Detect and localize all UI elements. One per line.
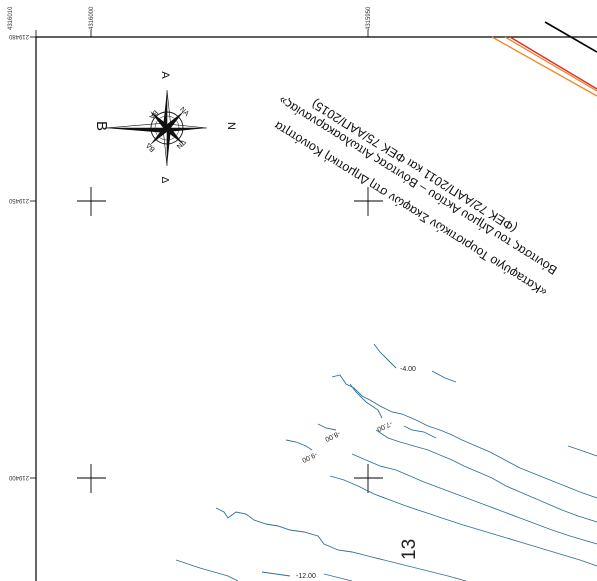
project-title: «Κατaφύγιο Τουριστικών Σκαφών στη Δημοτι…	[272, 93, 560, 299]
contour-8b	[375, 429, 597, 523]
contour-9	[285, 439, 313, 451]
contour-11	[215, 507, 467, 581]
contour-label-7: -7.00	[376, 419, 394, 432]
coord-left-219480: 219480	[8, 33, 29, 39]
boundary-line-orange	[504, 36, 597, 92]
contour-shore	[567, 445, 597, 457]
contour-12	[175, 559, 239, 581]
compass-letter-east: N	[225, 122, 237, 130]
contour-label-8: -8.00	[324, 429, 342, 442]
boundary-line-black	[544, 21, 597, 53]
project-title-line-2: Βόνιτσας του Δήμου Ακτίου – Βόνιτσας Αιτ…	[276, 93, 560, 277]
boundary-lines	[491, 21, 597, 97]
contour-label-9: -9.00	[301, 450, 319, 463]
sheet-number: 13	[399, 539, 420, 560]
grid-cross-4	[354, 464, 383, 493]
coord-left-219400: 219400	[8, 474, 29, 480]
compass-letter-nd: ΝΔ	[176, 139, 188, 151]
contour-10	[329, 475, 597, 567]
bathymetric-contours	[175, 343, 597, 581]
contour-7b	[403, 425, 437, 439]
compass-letter-na: ΝΑ	[178, 106, 190, 118]
contour-5	[331, 374, 597, 499]
contour-4b	[431, 370, 457, 383]
compass-letter-south: Δ	[159, 177, 170, 184]
coord-top-4316000: 4316000	[89, 6, 95, 30]
contour-9b	[351, 453, 597, 545]
boundary-line-orange-outer	[491, 36, 597, 97]
coord-top-4316010: 4316010	[8, 6, 14, 30]
compass-letter-bd: ΒΔ	[145, 141, 157, 153]
contour-4	[373, 343, 397, 369]
contour-label-12: -12.00	[296, 573, 316, 580]
contour-8	[317, 423, 337, 431]
grid-cross-2	[354, 187, 383, 216]
project-title-line-1: «Κατaφύγιο Τουριστικών Σκαφών στη Δημοτι…	[272, 118, 550, 299]
contour-label-4: -4.00	[400, 366, 416, 373]
contour-12c	[323, 573, 353, 581]
compass-rose	[104, 89, 208, 167]
contour-7	[349, 383, 383, 419]
grid-cross-1	[77, 187, 106, 216]
coord-top-4315950: 4315950	[366, 6, 372, 30]
grid-cross-3	[77, 464, 106, 493]
compass-letter-north: A	[159, 71, 171, 79]
boundary-line-red	[509, 36, 597, 90]
contour-12b	[261, 571, 291, 577]
coord-left-219450: 219450	[8, 197, 29, 203]
compass-letter-west: B	[93, 121, 110, 131]
compass-letter-ba: ΒΑ	[147, 108, 159, 120]
